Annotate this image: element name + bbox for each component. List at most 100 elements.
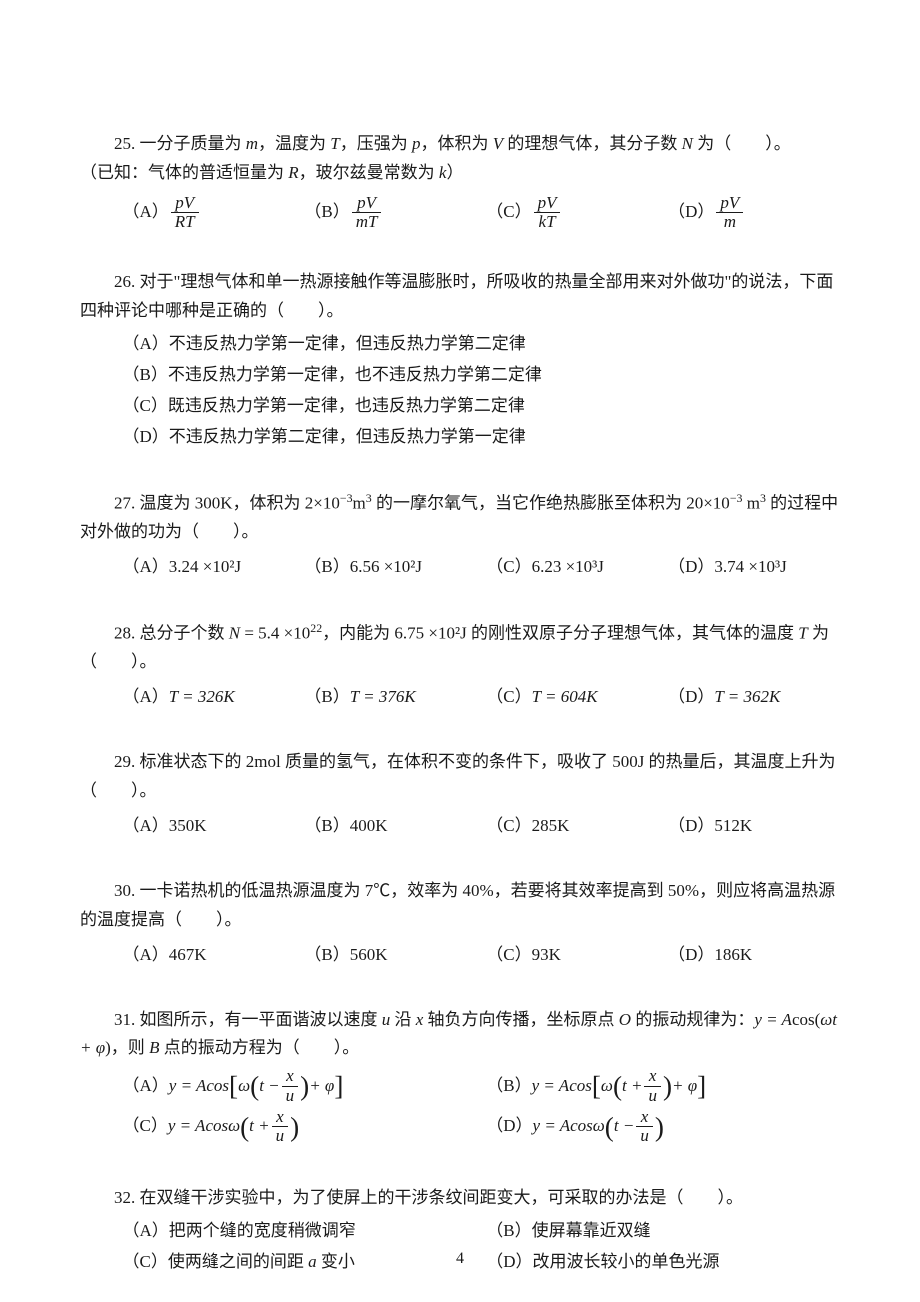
q31-a-num: x (282, 1067, 299, 1087)
q30-text: 30. 一卡诺热机的低温热源温度为 7℃，效率为 40%，若要将其效率提高到 5… (80, 877, 850, 935)
q25-d-num: pV (716, 194, 743, 214)
question-26: 26. 对于"理想气体和单一热源接触作等温膨胀时，所吸收的热量全部用来对外做功"… (80, 268, 850, 451)
q31-a-frac: xu (282, 1067, 299, 1105)
q30-opt-b: （B）560K (304, 941, 486, 970)
q27-text: 27. 温度为 300K，体积为 2×10−3m3 的一摩尔氧气，当它作绝热膨胀… (80, 488, 850, 547)
q31-a-w: ω (238, 1072, 250, 1101)
q29-options: （A）350K （B）400K （C）285K （D）512K (80, 812, 850, 841)
q31-eq-b: A (782, 1010, 792, 1029)
q31-eq-c: cos( (792, 1010, 820, 1029)
q25-text: 25. 一分子质量为 m，温度为 T，压强为 p，体积为 V 的理想气体，其分子… (80, 130, 850, 159)
q27-options: （A）3.24 ×10²J （B）6.56 ×10²J （C）6.23 ×10³… (80, 553, 850, 582)
q29-opt-b: （B）400K (304, 812, 486, 841)
q31-d-pre: y = Acosω (533, 1112, 605, 1141)
q31-b-l: （B） (486, 1072, 531, 1101)
q25-opt-c: （C）pVkT (486, 194, 668, 232)
q26-text: 26. 对于"理想气体和单一热源接触作等温膨胀时，所吸收的热量全部用来对外做功"… (80, 268, 850, 326)
q25-b-den: mT (352, 213, 382, 232)
q28-e1: 22 (310, 621, 322, 635)
q31-text: 31. 如图所示，有一平面谐波以速度 u 沿 x 轴负方向传播，坐标原点 O 的… (80, 1006, 850, 1064)
q27-opt-b: （B）6.56 ×10²J (304, 553, 486, 582)
q31-a-pre: y = Acos (169, 1072, 229, 1101)
q25-t5: 的理想气体，其分子数 (503, 134, 682, 153)
q31-c-t: t + (249, 1112, 269, 1141)
q26-opt-b: （B）不违反热力学第一定律，也不违反热力学第二定律 (123, 361, 851, 390)
question-25: 25. 一分子质量为 m，温度为 T，压强为 p，体积为 V 的理想气体，其分子… (80, 130, 850, 232)
q31-d-t: t − (614, 1112, 634, 1141)
q28-b-e: T = 376K (350, 687, 416, 706)
q31-d-num: x (636, 1108, 653, 1128)
question-31: 31. 如图所示，有一平面谐波以速度 u 沿 x 轴负方向传播，坐标原点 O 的… (80, 1006, 850, 1149)
q25-c-den: kT (534, 213, 561, 232)
q30-opt-a: （A）467K (123, 941, 305, 970)
q31-t2: 沿 (390, 1010, 416, 1029)
q25-a-den: RT (171, 213, 199, 232)
q25-d-frac: pVm (716, 194, 743, 232)
page-number: 4 (0, 1245, 920, 1272)
q29-opt-a: （A）350K (123, 812, 305, 841)
q27-opt-d: （D）3.74 ×10³J (668, 553, 850, 582)
q31-d-den: u (636, 1127, 653, 1146)
q25-t1: 25. 一分子质量为 (114, 134, 246, 153)
q31-b-phi: + φ (672, 1072, 697, 1101)
q25-b-frac: pVmT (352, 194, 382, 232)
q25-p: p (412, 134, 421, 153)
q28-t3: ，内能为 6.75 ×10²J 的刚性双原子分子理想气体，其气体的温度 (322, 623, 798, 642)
q25-a-frac: pVRT (171, 194, 199, 232)
q25-b-num: pV (352, 194, 382, 214)
q25-t6: 为（ ）。 (693, 134, 791, 153)
q27-t3: 的一摩尔氧气，当它作绝热膨胀至体积为 20×10 (372, 493, 730, 512)
q31-b-num: x (644, 1067, 661, 1087)
q25-c-num: pV (534, 194, 561, 214)
q25-options: （A）pVRT （B）pVmT （C）pVkT （D）pVm (80, 194, 850, 232)
q26-opt-a: （A）不违反热力学第一定律，但违反热力学第二定律 (123, 330, 851, 359)
q25-opt-d: （D）pVm (668, 194, 850, 232)
q30-options: （A）467K （B）560K （C）93K （D）186K (80, 941, 850, 970)
q30-opt-d: （D）186K (668, 941, 850, 970)
q25-c-frac: pVkT (534, 194, 561, 232)
q28-opt-b: （B）T = 376K (304, 683, 486, 712)
q29-text: 29. 标准状态下的 2mol 质量的氢气，在体积不变的条件下，吸收了 500J… (80, 748, 850, 806)
q29-opt-d: （D）512K (668, 812, 850, 841)
q32-opt-a: （A）把两个缝的宽度稍微调窄 (123, 1217, 487, 1246)
q28-t2: = 5.4 ×10 (240, 623, 310, 642)
q28-c-e: T = 604K (532, 687, 598, 706)
q25-t4: ，体积为 (421, 134, 493, 153)
q31-u: u (382, 1010, 391, 1029)
q31-b-t: t + (622, 1072, 642, 1101)
question-27: 27. 温度为 300K，体积为 2×10−3m3 的一摩尔氧气，当它作绝热膨胀… (80, 488, 850, 582)
q25-c-label: （C） (486, 202, 531, 221)
q31-c-num: x (272, 1108, 289, 1128)
q25-t3: ，压强为 (340, 134, 412, 153)
q25-T: T (330, 134, 339, 153)
question-28: 28. 总分子个数 N = 5.4 ×1022，内能为 6.75 ×10²J 的… (80, 618, 850, 712)
q28-opt-c: （C）T = 604K (486, 683, 668, 712)
q31-b-den: u (644, 1087, 661, 1106)
q31-a-den: u (282, 1087, 299, 1106)
q28-options: （A）T = 326K （B）T = 376K （C）T = 604K （D）T… (80, 683, 850, 712)
q31-c-pre: y = Acosω (168, 1112, 240, 1141)
q31-c-l: （C） (123, 1112, 168, 1141)
q31-opt-b: （B） y = Acos [ ω ( t + xu ) + φ ] (486, 1067, 850, 1105)
q32-opt-b: （B）使屏幕靠近双缝 (486, 1217, 850, 1246)
q27-t1: 27. 温度为 300K，体积为 2×10 (114, 493, 340, 512)
q31-a-phi: + φ (309, 1072, 334, 1101)
q31-c-frac: xu (272, 1108, 289, 1146)
q28-d-e: T = 362K (714, 687, 780, 706)
q31-t3: 轴负方向传播，坐标原点 (423, 1010, 619, 1029)
q27-e3: −3 (730, 491, 743, 505)
q31-eq-e: )，则 (105, 1038, 149, 1057)
q25-V: V (493, 134, 503, 153)
q31-b-frac: xu (644, 1067, 661, 1105)
q28-c-l: （C） (486, 687, 531, 706)
q31-eq-a: y = (754, 1010, 781, 1029)
q25-a-label: （A） (123, 202, 169, 221)
q31-a-l: （A） (123, 1072, 169, 1101)
q27-t2: m (353, 493, 366, 512)
q25-t2: ，温度为 (258, 134, 330, 153)
q28-opt-d: （D）T = 362K (668, 683, 850, 712)
q31-t5: 点的振动方程为（ ）。 (159, 1038, 359, 1057)
q31-opt-a: （A） y = Acos [ ω ( t − xu ) + φ ] (123, 1067, 487, 1105)
q25-d-label: （D） (668, 202, 714, 221)
q25-R: R (288, 163, 298, 182)
